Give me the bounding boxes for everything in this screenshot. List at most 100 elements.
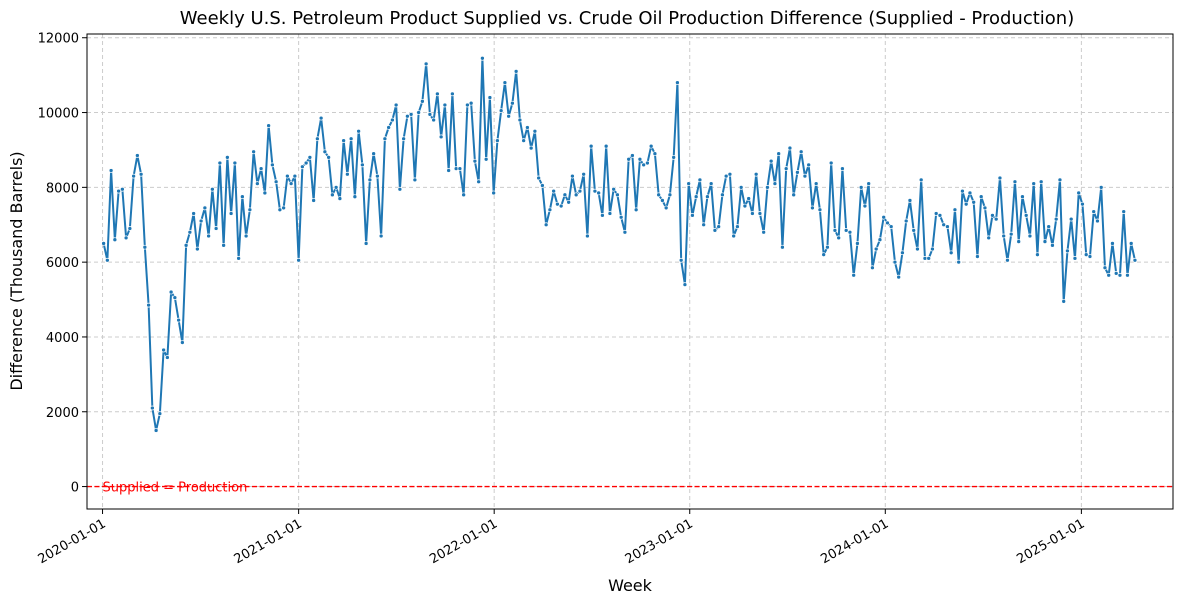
data-point xyxy=(1023,213,1029,218)
data-point xyxy=(116,188,121,194)
data-point xyxy=(363,241,369,246)
data-point xyxy=(431,117,436,123)
data-point xyxy=(678,257,684,263)
data-point xyxy=(240,194,245,200)
data-point xyxy=(791,192,797,198)
data-point xyxy=(1068,216,1074,222)
data-point xyxy=(1110,241,1115,246)
x-tick-label: 2025-01-01 xyxy=(1014,516,1087,567)
data-point xyxy=(420,98,425,104)
data-point xyxy=(637,156,643,162)
data-point xyxy=(907,198,913,203)
y-tick-label: 6000 xyxy=(46,256,79,271)
data-point xyxy=(885,220,890,226)
data-point xyxy=(1072,256,1078,261)
data-point xyxy=(390,117,395,123)
data-point xyxy=(866,181,872,186)
data-point xyxy=(903,218,909,224)
data-point xyxy=(468,100,474,106)
data-point xyxy=(243,233,249,239)
data-point xyxy=(1046,224,1052,229)
data-point xyxy=(641,162,647,168)
data-point xyxy=(408,112,414,117)
data-point xyxy=(753,171,759,177)
data-point xyxy=(727,171,733,177)
data-point xyxy=(393,102,399,108)
data-point xyxy=(371,151,376,157)
x-tick-label: 2020-01-01 xyxy=(36,516,109,567)
data-point xyxy=(1057,177,1063,183)
data-point xyxy=(345,171,350,177)
data-point xyxy=(551,188,557,194)
data-point xyxy=(776,151,782,157)
data-point xyxy=(356,128,361,134)
data-point xyxy=(427,112,433,117)
data-point xyxy=(750,211,755,216)
data-point xyxy=(202,205,208,211)
data-point xyxy=(810,205,815,211)
data-point xyxy=(1061,299,1067,304)
data-point xyxy=(877,237,883,243)
data-point xyxy=(963,201,969,207)
data-point xyxy=(450,91,455,97)
data-point xyxy=(660,198,665,203)
data-point xyxy=(138,171,144,177)
data-point xyxy=(821,252,827,258)
data-point xyxy=(127,226,133,231)
data-point xyxy=(881,214,887,220)
data-point xyxy=(742,203,748,209)
data-point xyxy=(213,226,219,231)
data-point xyxy=(806,162,812,168)
data-point xyxy=(735,224,740,229)
data-point xyxy=(783,166,789,171)
data-point xyxy=(1087,254,1093,259)
data-point xyxy=(630,153,635,158)
data-point xyxy=(112,237,118,243)
data-point xyxy=(296,257,301,263)
data-point xyxy=(847,229,853,235)
data-point xyxy=(416,110,421,115)
data-point xyxy=(382,136,388,142)
data-point xyxy=(258,166,264,171)
data-point xyxy=(757,211,763,216)
data-point xyxy=(562,192,568,198)
data-point xyxy=(378,233,384,239)
data-point xyxy=(108,168,114,173)
data-point xyxy=(682,282,688,287)
data-point xyxy=(990,213,995,218)
data-point xyxy=(858,185,864,190)
data-point xyxy=(315,136,320,142)
data-point xyxy=(948,250,954,256)
data-point xyxy=(1117,272,1123,278)
data-point xyxy=(521,138,527,143)
data-point xyxy=(813,181,819,186)
data-point xyxy=(933,211,939,216)
data-point xyxy=(663,205,669,211)
data-point xyxy=(101,241,106,246)
data-point xyxy=(1027,233,1033,239)
y-tick-label: 10000 xyxy=(38,107,79,122)
data-point xyxy=(483,156,489,162)
data-point xyxy=(187,229,193,235)
y-tick-label: 12000 xyxy=(38,32,79,47)
data-point xyxy=(341,138,346,143)
data-point xyxy=(195,246,200,252)
data-point xyxy=(528,145,534,151)
data-point xyxy=(787,145,793,151)
data-point xyxy=(438,134,444,140)
data-point xyxy=(570,173,575,179)
data-point xyxy=(123,235,129,241)
data-point xyxy=(1080,201,1085,207)
data-point xyxy=(532,128,538,134)
data-point xyxy=(288,181,294,186)
data-point xyxy=(1035,252,1040,258)
data-point xyxy=(412,177,418,183)
data-point xyxy=(1095,218,1100,224)
data-point xyxy=(1125,272,1130,278)
data-point xyxy=(311,198,316,203)
data-point xyxy=(1008,231,1014,237)
data-point xyxy=(626,156,632,162)
data-point xyxy=(236,256,241,261)
x-tick-label: 2024-01-01 xyxy=(818,516,891,567)
